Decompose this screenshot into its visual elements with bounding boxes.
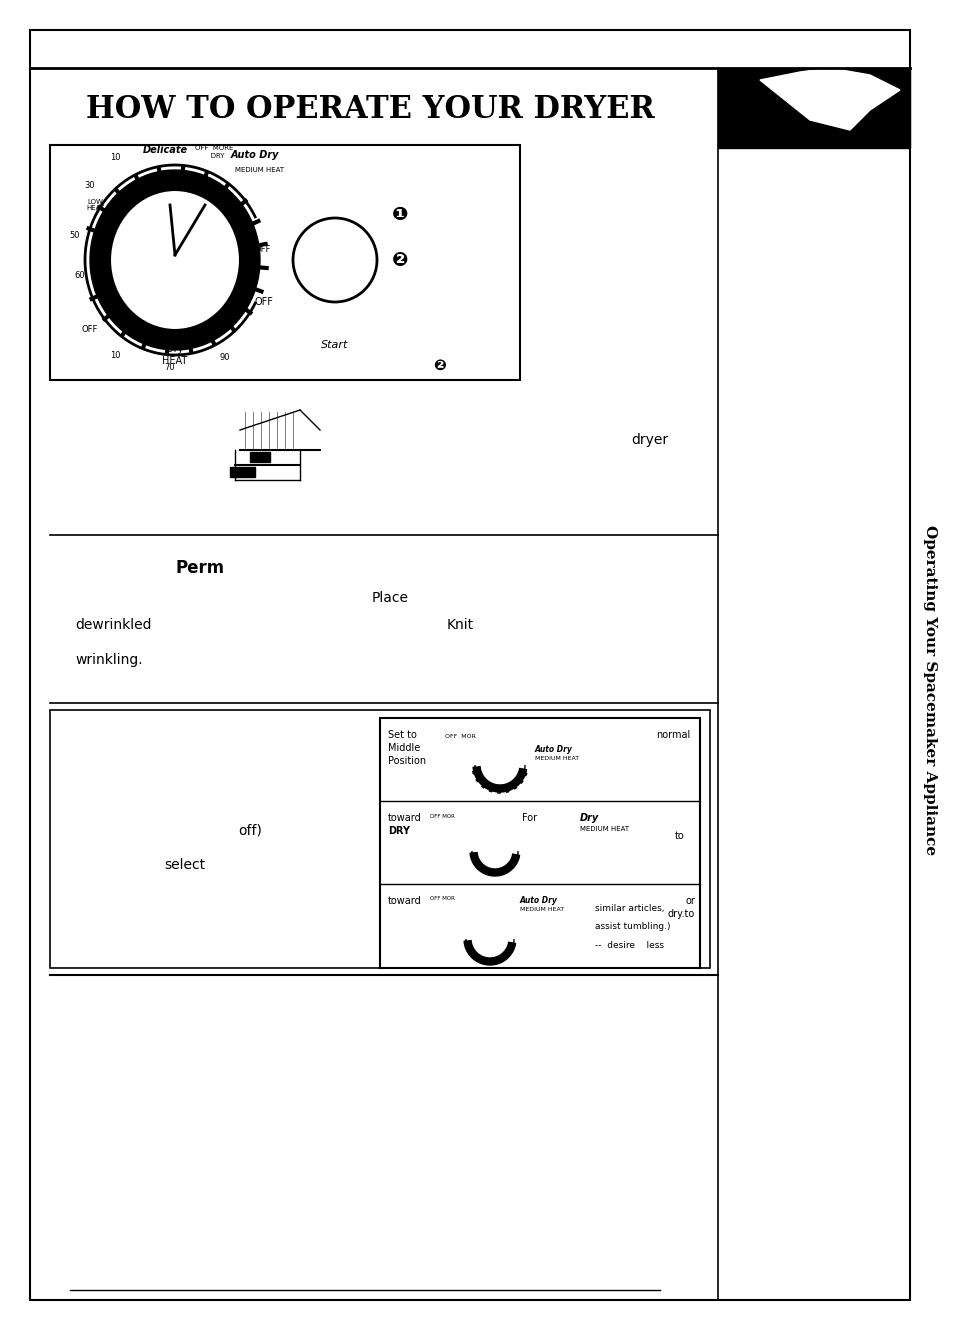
Text: ❷: ❷ — [392, 251, 408, 269]
Text: Auto Dry: Auto Dry — [231, 151, 279, 160]
Text: dry.to: dry.to — [667, 909, 695, 918]
Text: Delicate: Delicate — [142, 145, 188, 155]
Text: MEDIUM HEAT: MEDIUM HEAT — [519, 906, 563, 912]
Text: off): off) — [238, 822, 262, 837]
Text: OFF MOR: OFF MOR — [430, 897, 455, 901]
Text: Middle: Middle — [388, 742, 420, 753]
Polygon shape — [473, 766, 526, 792]
Text: assist tumbling.): assist tumbling.) — [595, 922, 670, 930]
Polygon shape — [463, 941, 515, 965]
Text: Auto Dry: Auto Dry — [535, 745, 572, 754]
Bar — [379, 718, 700, 968]
Text: LOW
HEAT: LOW HEAT — [86, 199, 104, 212]
Text: 10: 10 — [110, 153, 120, 163]
Text: dryer: dryer — [631, 433, 668, 447]
Text: similar articles,: similar articles, — [595, 904, 664, 913]
Polygon shape — [760, 68, 899, 131]
Text: 90: 90 — [219, 352, 230, 361]
Text: or: or — [684, 896, 695, 906]
Text: MEDIUM HEAT: MEDIUM HEAT — [535, 757, 578, 761]
Text: Position: Position — [388, 756, 426, 766]
Text: --  desire    less: -- desire less — [595, 941, 663, 950]
Bar — [718, 68, 909, 148]
Text: select: select — [164, 858, 205, 872]
Bar — [250, 452, 270, 463]
Text: 50: 50 — [70, 231, 80, 240]
Text: ❶: ❶ — [392, 205, 408, 224]
Text: Start: Start — [321, 340, 349, 351]
Text: OFF  MOR: OFF MOR — [444, 733, 476, 738]
Polygon shape — [90, 171, 260, 351]
Text: Auto Dry: Auto Dry — [519, 896, 558, 905]
Bar — [230, 467, 254, 477]
Text: 70: 70 — [165, 363, 175, 372]
Text: normal: normal — [655, 730, 689, 740]
Text: DRY: DRY — [388, 826, 410, 836]
Text: to: to — [675, 830, 684, 841]
Text: Place: Place — [371, 591, 408, 605]
Text: OFF MOR: OFF MOR — [430, 813, 455, 818]
Text: Knit: Knit — [446, 619, 473, 632]
Text: For: For — [522, 813, 537, 822]
Text: MEDIUM HEAT: MEDIUM HEAT — [235, 167, 284, 173]
Bar — [50, 145, 519, 380]
Text: ❷: ❷ — [433, 357, 446, 372]
Text: Dry: Dry — [579, 813, 598, 822]
Text: OFF: OFF — [254, 297, 274, 307]
Circle shape — [293, 219, 376, 303]
Bar — [50, 710, 709, 968]
Text: 30: 30 — [85, 180, 95, 189]
Text: 10: 10 — [110, 351, 120, 360]
Text: OFF: OFF — [82, 325, 98, 335]
Text: wrinkling.: wrinkling. — [75, 653, 143, 666]
Polygon shape — [470, 853, 519, 876]
Text: HOW TO OPERATE YOUR DRYER: HOW TO OPERATE YOUR DRYER — [86, 95, 654, 125]
Text: MEDIUM HEAT: MEDIUM HEAT — [579, 826, 628, 832]
Text: Dry
HEAT: Dry HEAT — [162, 344, 188, 365]
Text: dewrinkled: dewrinkled — [75, 619, 152, 632]
Text: Operating Your Spacemaker Appliance: Operating Your Spacemaker Appliance — [923, 525, 936, 854]
Text: 60: 60 — [74, 271, 85, 280]
Text: Perm: Perm — [175, 559, 224, 577]
Text: toward: toward — [388, 896, 421, 906]
Text: toward: toward — [388, 813, 421, 822]
Ellipse shape — [110, 191, 240, 331]
Text: OFF  MORE
       DRY: OFF MORE DRY — [194, 145, 233, 159]
Text: OFF: OFF — [254, 245, 271, 255]
Text: Set to: Set to — [388, 730, 416, 740]
